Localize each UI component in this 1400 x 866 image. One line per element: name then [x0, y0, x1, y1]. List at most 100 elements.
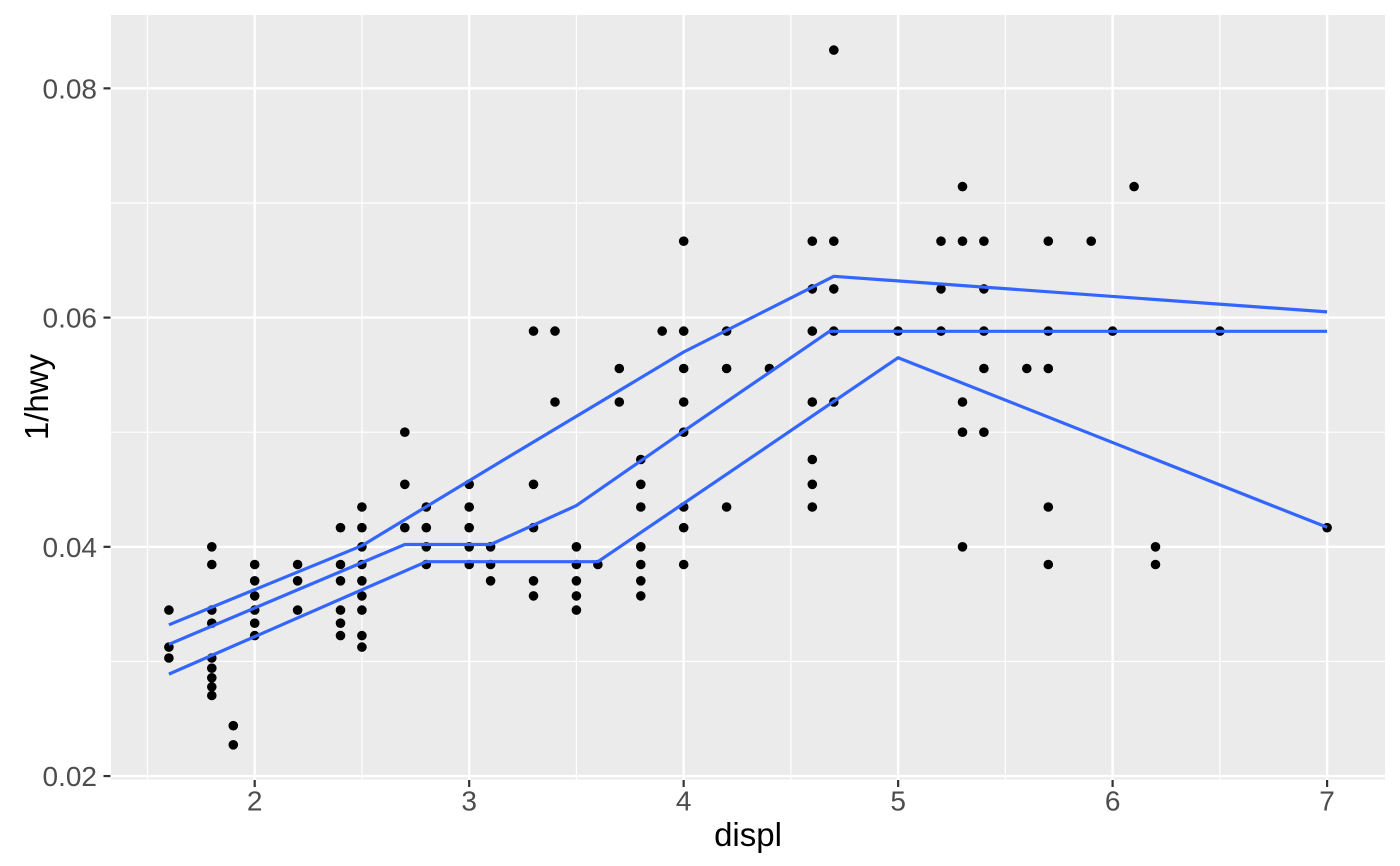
data-point	[528, 591, 539, 601]
data-point	[979, 236, 989, 246]
data-point	[636, 559, 646, 570]
data-point	[357, 642, 367, 652]
data-point	[636, 479, 646, 490]
data-point	[1043, 363, 1054, 374]
data-point	[207, 559, 217, 570]
data-point	[335, 576, 346, 586]
data-point	[335, 605, 346, 615]
data-point	[936, 236, 946, 246]
data-point	[485, 576, 496, 586]
data-point	[249, 618, 260, 628]
data-point	[249, 591, 260, 601]
x-tick-labels: 2 3 4 5 6 7	[247, 786, 1335, 817]
data-point	[528, 326, 539, 336]
quantile-upper	[168, 274, 1328, 627]
data-point	[400, 522, 410, 533]
data-point	[1129, 181, 1139, 192]
data-point	[550, 397, 560, 407]
data-point	[528, 479, 539, 490]
data-point	[678, 559, 689, 570]
data-point	[979, 427, 989, 438]
y-tick-label: 0.04	[43, 532, 98, 563]
data-point	[1043, 236, 1054, 246]
data-point	[829, 45, 839, 55]
x-tick-label: 7	[1319, 786, 1335, 817]
grid-major	[111, 15, 1385, 780]
quantile-lines	[168, 274, 1328, 676]
data-point	[657, 326, 667, 336]
y-axis-title: 1/hwy	[18, 353, 55, 440]
data-point	[228, 720, 239, 731]
data-point	[807, 236, 818, 246]
data-point	[636, 576, 646, 586]
data-point	[249, 576, 260, 586]
data-point	[335, 618, 346, 628]
data-point	[678, 363, 689, 374]
x-axis-title: displ	[714, 816, 782, 853]
data-point	[571, 576, 582, 586]
data-point	[678, 522, 689, 533]
x-tick-label: 6	[1105, 786, 1121, 817]
data-point	[357, 630, 367, 641]
data-point	[335, 630, 346, 641]
y-tick-label: 0.06	[43, 303, 98, 334]
data-point	[678, 236, 689, 246]
y-tick-label: 0.08	[43, 73, 98, 104]
data-point	[614, 363, 625, 374]
data-point	[807, 454, 818, 465]
y-tick-labels: 0.02 0.04 0.06 0.08	[43, 73, 98, 792]
data-point	[207, 542, 217, 552]
axis-tick-marks	[103, 87, 1329, 787]
data-point	[164, 605, 174, 615]
data-point	[636, 591, 646, 601]
data-point	[721, 363, 732, 374]
data-point	[636, 542, 646, 552]
data-points	[164, 45, 1332, 750]
data-point	[357, 576, 367, 586]
data-point	[957, 542, 968, 552]
data-point	[292, 559, 303, 570]
data-point	[335, 522, 346, 533]
data-point	[636, 502, 646, 512]
data-point	[829, 284, 839, 294]
data-point	[464, 522, 475, 533]
data-point	[292, 576, 303, 586]
data-point	[936, 284, 946, 294]
data-point	[807, 479, 818, 490]
x-tick-label: 5	[890, 786, 906, 817]
data-point	[164, 653, 174, 663]
data-point	[957, 181, 968, 192]
panel-background	[111, 15, 1385, 780]
data-point	[957, 397, 968, 407]
data-point	[1150, 559, 1161, 570]
y-tick-label: 0.02	[43, 761, 98, 792]
data-point	[400, 427, 410, 438]
data-point	[957, 427, 968, 438]
data-point	[207, 682, 217, 692]
data-point	[979, 363, 989, 374]
data-point	[829, 236, 839, 246]
data-point	[1043, 559, 1054, 570]
data-point	[1150, 542, 1161, 552]
data-point	[678, 397, 689, 407]
data-point	[357, 522, 367, 533]
data-point	[357, 502, 367, 512]
data-point	[678, 326, 689, 336]
data-point	[207, 663, 217, 673]
data-point	[571, 605, 582, 615]
data-point	[1022, 363, 1032, 374]
data-point	[550, 326, 560, 336]
data-point	[1043, 502, 1054, 512]
data-point	[357, 605, 367, 615]
data-point	[421, 522, 432, 533]
quantile-lower	[168, 356, 1328, 676]
data-point	[614, 397, 625, 407]
data-point	[571, 542, 582, 552]
data-point	[571, 591, 582, 601]
x-tick-label: 3	[461, 786, 477, 817]
data-point	[807, 397, 818, 407]
data-point	[957, 236, 968, 246]
data-point	[528, 576, 539, 586]
